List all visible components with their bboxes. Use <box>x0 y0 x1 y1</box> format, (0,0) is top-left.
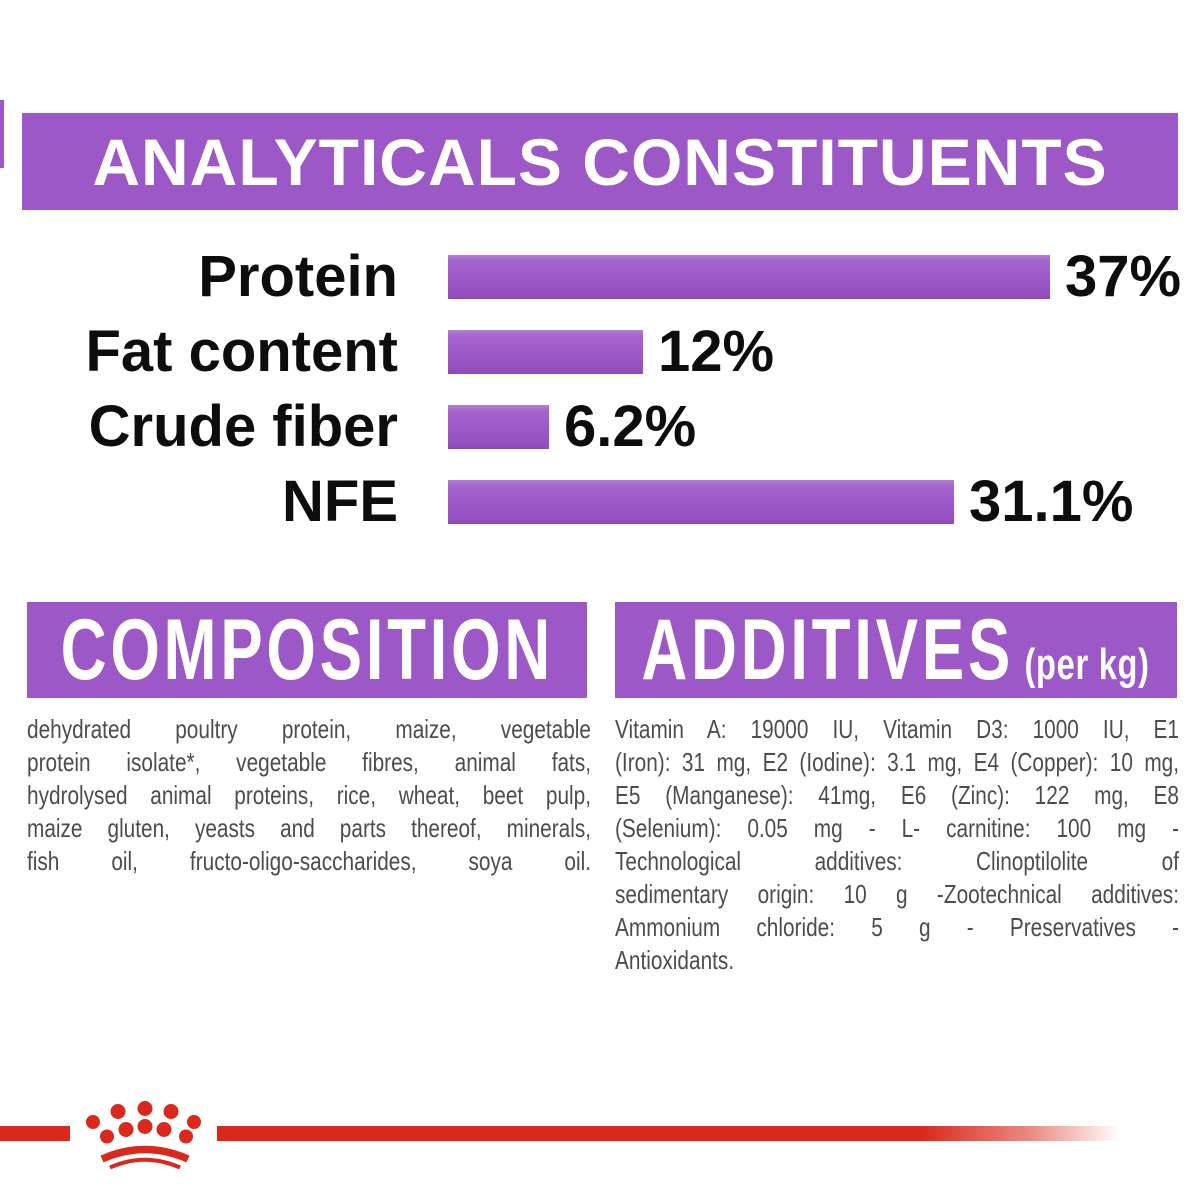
text-line: (Iron): 31 mg, E2 (Iodine): 3.1 mg, E4 (… <box>615 747 1179 777</box>
additives-section: ADDITIVES (per kg) Vitamin A: 19000 IU, … <box>615 602 1179 977</box>
footer-red-line-left <box>0 1126 70 1141</box>
additives-banner: ADDITIVES (per kg) <box>615 602 1177 698</box>
chart-rows: Protein 37% Fat content 12% Crude fiber 6.2% N… <box>0 239 1200 539</box>
composition-heading: COMPOSITION <box>60 601 554 698</box>
text-line: dehydrated poultry protein, maize, veget… <box>27 714 591 744</box>
composition-banner: COMPOSITION <box>27 602 587 698</box>
chart-category-label: Protein <box>198 244 398 309</box>
text-line: (Selenium): 0.05 mg - L- carnitine: 100 … <box>615 813 1179 843</box>
chart-category-label: Fat content <box>85 319 398 384</box>
text-line: Vitamin A: 19000 IU, Vitamin D3: 1000 IU… <box>615 714 1179 744</box>
chart-row: Protein 37% <box>0 239 1200 314</box>
title-banner: ANALYTICALS CONSTITUENTS <box>22 113 1178 210</box>
chart-bar <box>448 479 954 524</box>
text-line: sedimentary origin: 10 g -Zootechnical a… <box>615 879 1179 909</box>
chart-value-label: 12% <box>658 319 775 384</box>
page-title: ANALYTICALS CONSTITUENTS <box>92 124 1108 199</box>
text-line: protein isolate*, vegetable fibres, anim… <box>27 747 591 777</box>
text-line: fish oil, fructo-oligo-saccharides, soya… <box>27 846 591 876</box>
additives-heading: ADDITIVES (per kg) <box>642 601 1150 700</box>
text-line: maize gluten, yeasts and parts thereof, … <box>27 813 591 843</box>
footer-red-line-right <box>217 1126 1120 1141</box>
chart-row: NFE 31.1% <box>0 464 1200 539</box>
chart-bar <box>448 254 1050 299</box>
chart-value-label: 6.2% <box>564 394 697 459</box>
chart-category-label: Crude fiber <box>88 394 398 459</box>
analytical-constituents-bar-chart: Protein 37% Fat content 12% Crude fiber 6.2% N… <box>0 239 1200 539</box>
text-line: Technological additives: Clinoptilolite … <box>615 846 1179 876</box>
chart-bar <box>448 404 549 449</box>
composition-section: COMPOSITION dehydrated poultry protein, … <box>27 602 591 878</box>
chart-bar <box>448 329 643 374</box>
chart-value-label: 31.1% <box>969 469 1134 534</box>
text-line: Ammonium chloride: 5 g - Preservatives - <box>615 912 1179 942</box>
text-line: E5 (Manganese): 41mg, E6 (Zinc): 122 mg,… <box>615 780 1179 810</box>
composition-text: dehydrated poultry protein, maize, veget… <box>27 713 591 878</box>
chart-row: Fat content 12% <box>0 314 1200 389</box>
royal-canin-crown-logo <box>86 1101 201 1170</box>
chart-row: Crude fiber 6.2% <box>0 389 1200 464</box>
additives-heading-main: ADDITIVES <box>641 601 1015 698</box>
text-line: Antioxidants. <box>615 945 735 975</box>
chart-value-label: 37% <box>1065 244 1182 309</box>
additives-heading-suffix: (per kg) <box>1024 639 1151 689</box>
text-line: hydrolysed animal proteins, rice, wheat,… <box>27 780 591 810</box>
additives-text: Vitamin A: 19000 IU, Vitamin D3: 1000 IU… <box>615 713 1179 977</box>
left-edge-purple-fragment <box>0 100 4 168</box>
chart-category-label: NFE <box>282 469 398 534</box>
